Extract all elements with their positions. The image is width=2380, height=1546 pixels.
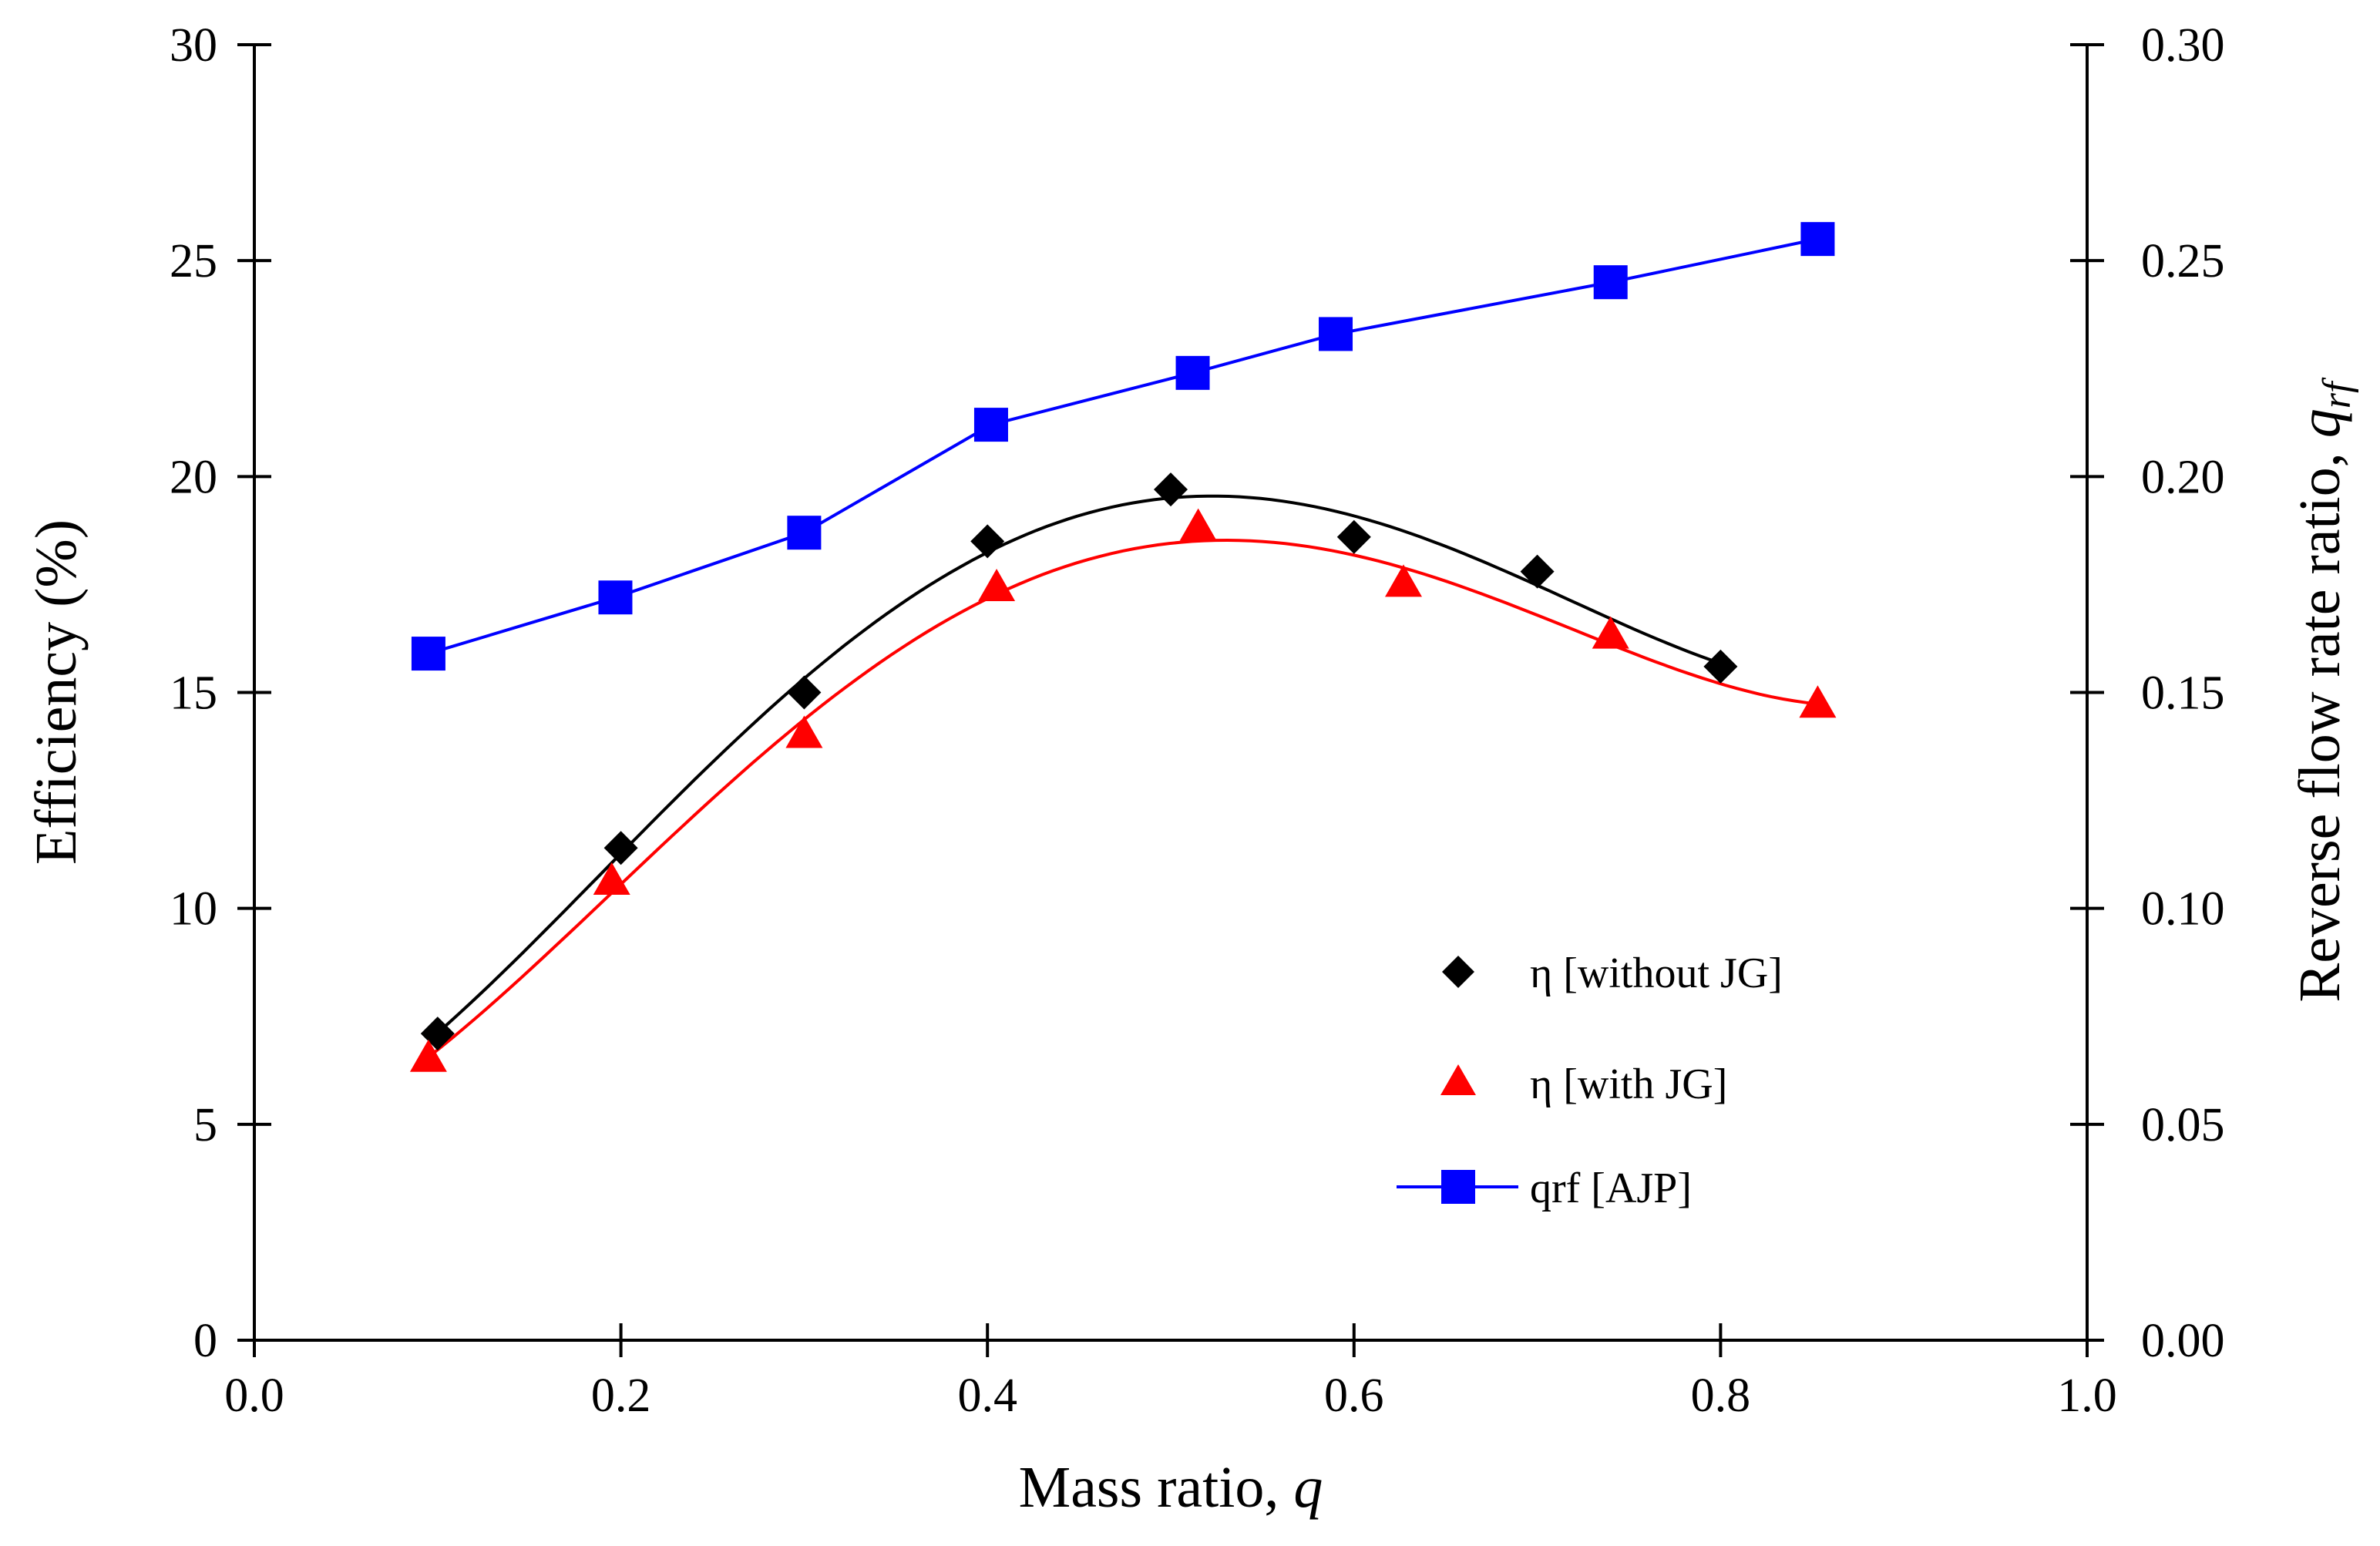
- y-tick-label-left: 20: [170, 451, 217, 503]
- y-axis-right-title-var: q: [2288, 408, 2352, 438]
- diamond-marker: [1154, 472, 1188, 507]
- y-tick-label-right: 0.25: [2141, 235, 2225, 287]
- x-tick-label: 0.0: [224, 1370, 284, 1422]
- legend-item-without-jg: η [without JG]: [1442, 949, 1783, 997]
- fit-curve-series-1: [427, 538, 1818, 1059]
- y-tick-label-left: 10: [170, 883, 217, 936]
- square-marker: [1319, 317, 1353, 351]
- legend-square-marker: [1441, 1170, 1475, 1204]
- square-marker: [973, 408, 1008, 442]
- y-axis-right-title-sub: rf: [2315, 377, 2359, 408]
- y-axis-left-title: Efficiency (%): [24, 519, 89, 865]
- triangle-marker: [409, 1039, 447, 1072]
- triangle-marker: [1179, 508, 1217, 541]
- triangle-marker: [1385, 564, 1423, 597]
- y-axis-right-title-text: Reverse flow rate ratio,: [2288, 438, 2352, 1002]
- diamond-marker: [1703, 649, 1738, 684]
- x-tick-label: 1.0: [2057, 1370, 2117, 1422]
- fit-curve-series-0: [436, 494, 1722, 1034]
- y-tick-label-right: 0.20: [2141, 451, 2225, 503]
- y-tick-label-left: 15: [170, 667, 217, 720]
- x-axis-title: Mass ratio, q: [1019, 1455, 1323, 1520]
- diamond-marker: [1520, 554, 1555, 589]
- y-tick-label-left: 30: [170, 19, 217, 72]
- x-tick-label: 0.6: [1324, 1370, 1384, 1422]
- triangle-marker: [978, 569, 1016, 602]
- y-tick-label-right: 0.00: [2141, 1315, 2225, 1367]
- fit-curves: [427, 237, 1818, 1059]
- y-tick-label-right: 0.15: [2141, 667, 2225, 720]
- square-marker: [1175, 355, 1210, 390]
- triangle-marker: [1799, 685, 1837, 718]
- ticks: 0.0 0.2 0.4 0.6 0.8 1.0 0 5 10 15 20 25 30 0.00 0.05 0.…: [170, 19, 2225, 1422]
- legend: η [without JG] η [with JG] qrf [AJP]: [1397, 949, 1783, 1212]
- legend-label-qrf: qrf [AJP]: [1530, 1165, 1692, 1212]
- x-axis-title-text: Mass ratio,: [1019, 1455, 1294, 1520]
- diamond-marker: [787, 675, 822, 710]
- y-tick-label-right: 0.05: [2141, 1099, 2225, 1151]
- diamond-marker: [1336, 519, 1371, 554]
- data-marks: [409, 222, 1837, 1072]
- square-marker: [1800, 222, 1835, 257]
- legend-triangle-marker: [1440, 1064, 1476, 1095]
- y-axis-right-title: Reverse flow rate ratio, qrf: [2288, 377, 2359, 1002]
- legend-label-with-jg: η [with JG]: [1530, 1060, 1727, 1108]
- x-tick-label: 0.4: [957, 1370, 1017, 1422]
- square-marker: [411, 637, 445, 671]
- y-tick-label-right: 0.30: [2141, 19, 2225, 72]
- y-tick-label-left: 5: [193, 1099, 217, 1151]
- triangle-marker: [1592, 616, 1629, 649]
- y-tick-label-left: 25: [170, 235, 217, 287]
- legend-item-qrf: qrf [AJP]: [1397, 1165, 1692, 1212]
- triangle-marker: [785, 715, 823, 748]
- diamond-marker: [970, 524, 1005, 559]
- square-marker: [787, 516, 822, 550]
- x-axis-title-var: q: [1293, 1455, 1323, 1520]
- y-tick-label-left: 0: [193, 1315, 217, 1367]
- square-marker: [1593, 265, 1628, 300]
- diamond-marker: [603, 831, 638, 865]
- legend-label-without-jg: η [without JG]: [1530, 949, 1783, 997]
- triangle-marker: [593, 862, 630, 896]
- series-line-2: [428, 237, 1818, 656]
- x-tick-label: 0.2: [591, 1370, 651, 1422]
- y-tick-label-right: 0.10: [2141, 883, 2225, 936]
- x-tick-label: 0.8: [1691, 1370, 1751, 1422]
- legend-diamond-marker: [1442, 956, 1474, 988]
- legend-item-with-jg: η [with JG]: [1440, 1060, 1727, 1108]
- square-marker: [598, 580, 633, 615]
